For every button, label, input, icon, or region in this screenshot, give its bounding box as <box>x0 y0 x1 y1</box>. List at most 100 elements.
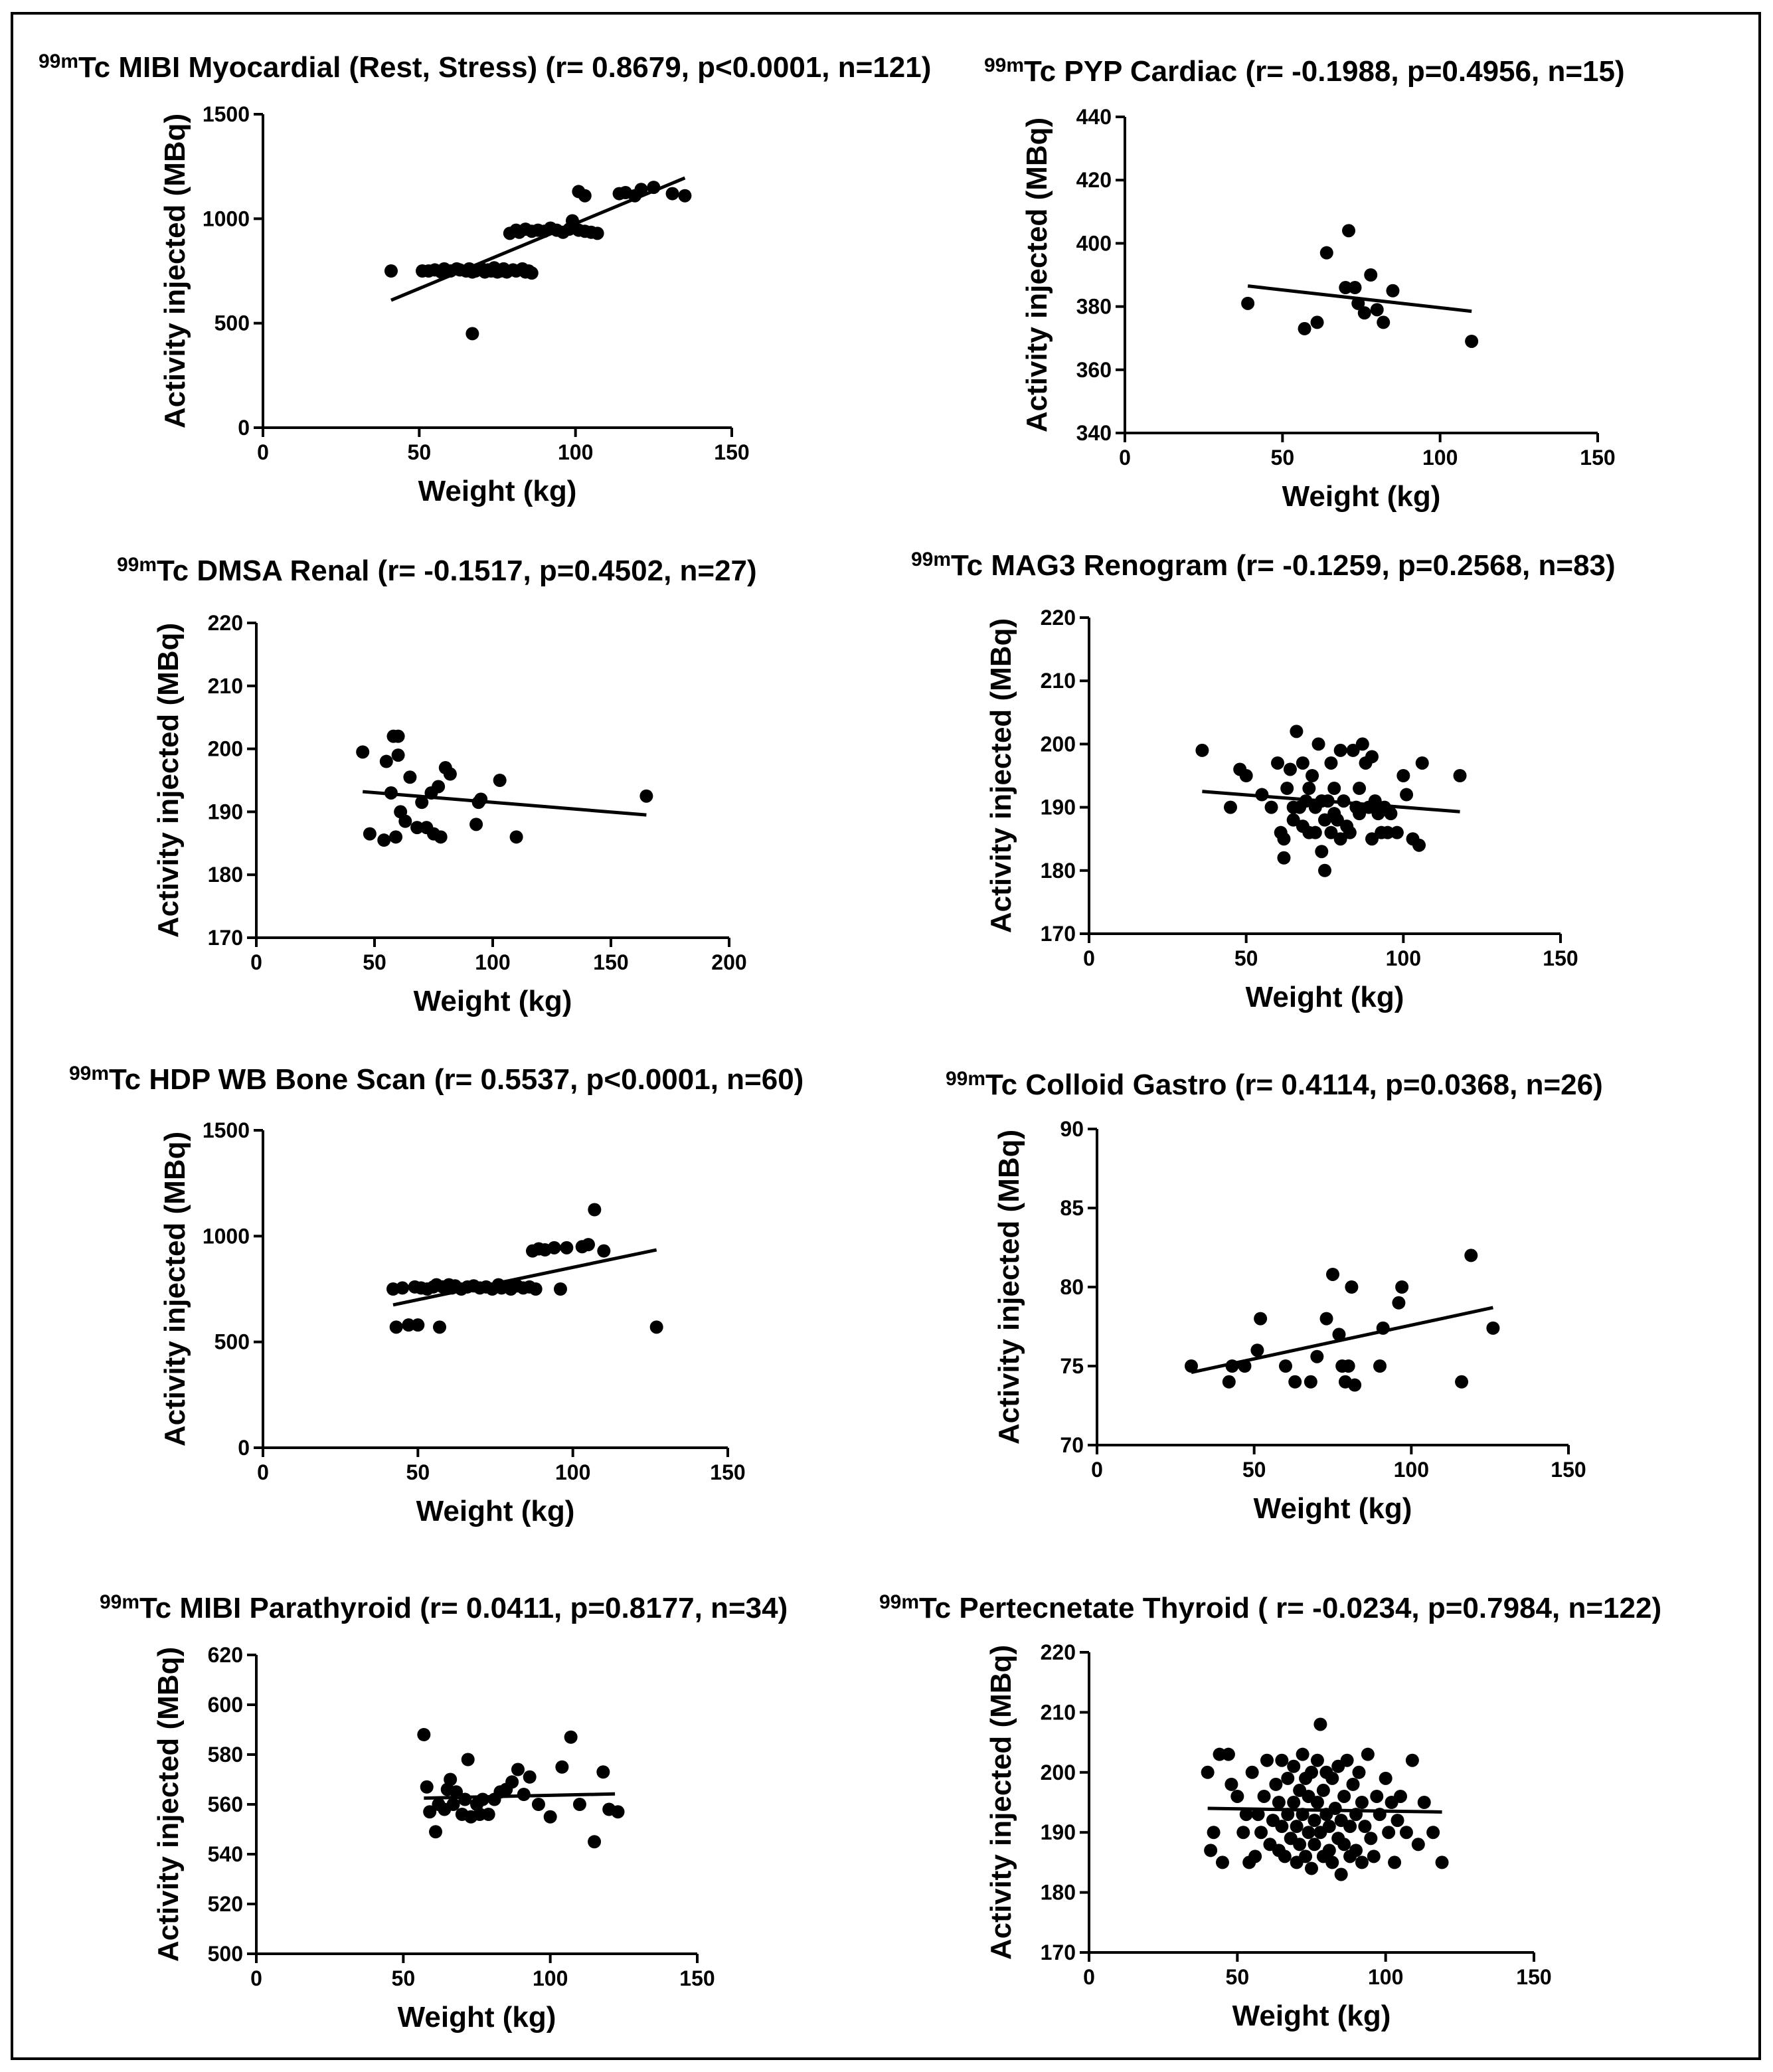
data-point <box>1250 1343 1264 1357</box>
data-point <box>511 1763 525 1776</box>
data-point <box>1377 315 1391 329</box>
y-tick-label: 85 <box>1060 1196 1084 1220</box>
data-point <box>1326 1267 1339 1281</box>
regression-line <box>390 176 686 302</box>
y-tick-label: 340 <box>1076 421 1112 445</box>
data-point <box>1310 315 1324 329</box>
data-point <box>379 754 393 768</box>
data-point <box>1382 1826 1396 1840</box>
data-point <box>1355 1796 1369 1809</box>
y-tick-label: 190 <box>208 800 243 823</box>
data-point <box>1290 725 1304 738</box>
title-text: Tc PYP Cardiac (r= -0.1988, p=0.4956, n=… <box>1024 55 1625 88</box>
x-axis-label: Weight (kg) <box>1232 2000 1391 2032</box>
x-tick-label: 150 <box>1580 446 1615 470</box>
data-point <box>1319 1312 1333 1326</box>
y-tick-label: 440 <box>1076 105 1112 129</box>
data-point <box>1222 1375 1236 1389</box>
chart-title: 99mTc MIBI Parathyroid (r= 0.0411, p=0.8… <box>100 1591 788 1624</box>
data-point <box>1332 1328 1346 1341</box>
data-point <box>465 327 479 341</box>
data-point <box>1352 1765 1366 1779</box>
data-point <box>582 1238 595 1252</box>
x-tick-label: 200 <box>711 950 746 974</box>
data-point <box>1339 281 1353 295</box>
regression-line <box>1247 284 1472 313</box>
data-point <box>1341 1359 1355 1373</box>
chart-title: 99mTc MIBI Myocardial (Rest, Stress) (r=… <box>39 50 931 84</box>
data-point <box>529 1282 543 1296</box>
x-tick-label: 100 <box>1394 1458 1429 1482</box>
x-axis-label: Weight (kg) <box>418 475 577 507</box>
data-point <box>423 1805 437 1819</box>
data-point <box>1343 825 1357 839</box>
data-point <box>564 1730 578 1744</box>
data-point <box>1279 1359 1292 1373</box>
data-point <box>1280 782 1294 796</box>
data-point <box>475 1792 489 1806</box>
data-point <box>1264 800 1278 814</box>
data-point <box>509 830 523 844</box>
data-point <box>458 1792 472 1806</box>
data-point <box>1348 281 1362 295</box>
data-point <box>417 1728 431 1741</box>
chart-panel-8: 99mTc Pertecnetate Thyroid ( r= -0.0234,… <box>879 1591 1661 2032</box>
x-tick-label: 150 <box>593 950 628 974</box>
data-point <box>1324 825 1338 839</box>
y-axis-label: Activity injected (MBq) <box>1021 118 1053 432</box>
data-point <box>611 1805 625 1819</box>
x-tick-label: 100 <box>1422 446 1458 470</box>
data-point <box>1207 1826 1221 1840</box>
y-tick-label: 0 <box>238 416 250 440</box>
data-point <box>588 1835 602 1849</box>
data-point <box>493 774 507 787</box>
regression-line <box>1202 790 1460 814</box>
data-point <box>1343 1820 1357 1834</box>
title-text: Tc Colloid Gastro (r= 0.4114, p=0.0368, … <box>985 1069 1603 1101</box>
x-axis-label: Weight (kg) <box>1254 1492 1412 1525</box>
y-tick-label: 75 <box>1060 1354 1084 1378</box>
x-tick-label: 50 <box>1242 1458 1266 1482</box>
y-tick-label: 500 <box>208 1942 243 1966</box>
data-point <box>443 767 457 781</box>
title-isotope-superscript: 99m <box>69 1063 109 1084</box>
data-point <box>1221 1747 1235 1761</box>
y-tick-label: 0 <box>238 1436 250 1460</box>
y-tick-label: 420 <box>1076 168 1112 192</box>
title-isotope-superscript: 99m <box>117 554 157 576</box>
data-point <box>391 729 405 743</box>
data-point <box>1313 1717 1327 1731</box>
data-point <box>1239 1808 1253 1822</box>
data-point <box>1278 1850 1292 1863</box>
x-tick-label: 0 <box>257 1460 269 1484</box>
data-point <box>1296 756 1309 770</box>
title-text: Tc Pertecnetate Thyroid ( r= -0.0234, p=… <box>919 1592 1661 1624</box>
data-point <box>1239 769 1253 782</box>
data-point <box>444 1772 458 1786</box>
data-point <box>1364 1832 1378 1846</box>
data-point <box>649 1320 663 1334</box>
y-tick-label: 1000 <box>203 207 250 230</box>
data-point <box>1426 1826 1440 1840</box>
y-tick-label: 170 <box>208 926 243 950</box>
y-tick-label: 620 <box>208 1643 243 1667</box>
data-point <box>543 1810 557 1824</box>
y-axis-label: Activity injected (MBq) <box>152 623 185 938</box>
data-point <box>1365 750 1379 764</box>
data-point <box>678 189 692 203</box>
data-point <box>1260 1753 1274 1767</box>
chart-title: 99mTc Colloid Gastro (r= 0.4114, p=0.036… <box>946 1068 1603 1101</box>
data-point <box>1287 1759 1301 1773</box>
data-point <box>474 792 488 806</box>
data-point <box>1361 1747 1375 1761</box>
data-point <box>377 833 391 847</box>
data-point <box>1353 782 1367 796</box>
data-point <box>1322 1844 1336 1857</box>
x-tick-label: 100 <box>1368 1965 1403 1989</box>
chart-title: 99mTc Pertecnetate Thyroid ( r= -0.0234,… <box>879 1591 1661 1624</box>
y-tick-label: 90 <box>1060 1117 1084 1141</box>
data-point <box>1245 1765 1259 1779</box>
y-tick-label: 220 <box>208 611 243 635</box>
title-isotope-superscript: 99m <box>39 50 78 72</box>
